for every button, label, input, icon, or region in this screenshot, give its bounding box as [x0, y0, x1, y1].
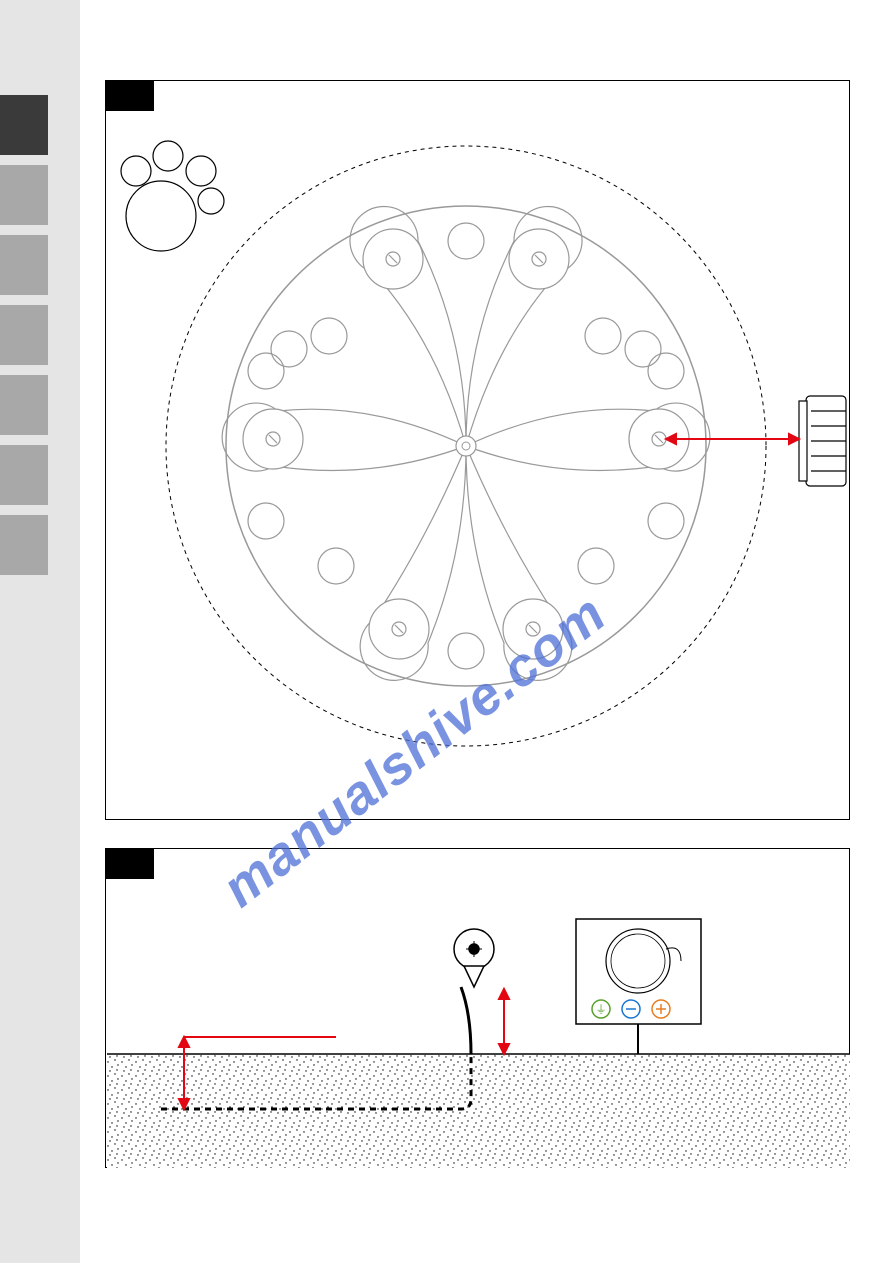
sidebar-tab-5 — [0, 375, 48, 435]
panel-side-view: ⏚ — [105, 848, 850, 1168]
sidebar-tabs — [0, 95, 48, 585]
sidebar-tab-7 — [0, 515, 48, 575]
side-view-diagram: ⏚ — [106, 849, 851, 1169]
panel-1-label — [106, 81, 154, 111]
sidebar-tab-6 — [0, 445, 48, 505]
svg-text:⏚: ⏚ — [596, 1003, 607, 1016]
height-arrow — [499, 989, 509, 1054]
panel-2-label — [106, 849, 154, 879]
sidebar-tab-3 — [0, 235, 48, 295]
sidebar-tab-1 — [0, 95, 48, 155]
paw-print-icon — [121, 141, 224, 251]
target-marker-icon — [454, 929, 494, 987]
panel-top-view — [105, 80, 850, 820]
sidebar-tab-4 — [0, 305, 48, 365]
top-view-diagram — [106, 81, 851, 821]
sidebar-tab-2 — [0, 165, 48, 225]
dock-icon — [799, 396, 846, 486]
content-area: ⏚ — [105, 80, 850, 1196]
charging-station-icon: ⏚ — [576, 919, 701, 1054]
left-sidebar — [0, 0, 80, 1263]
